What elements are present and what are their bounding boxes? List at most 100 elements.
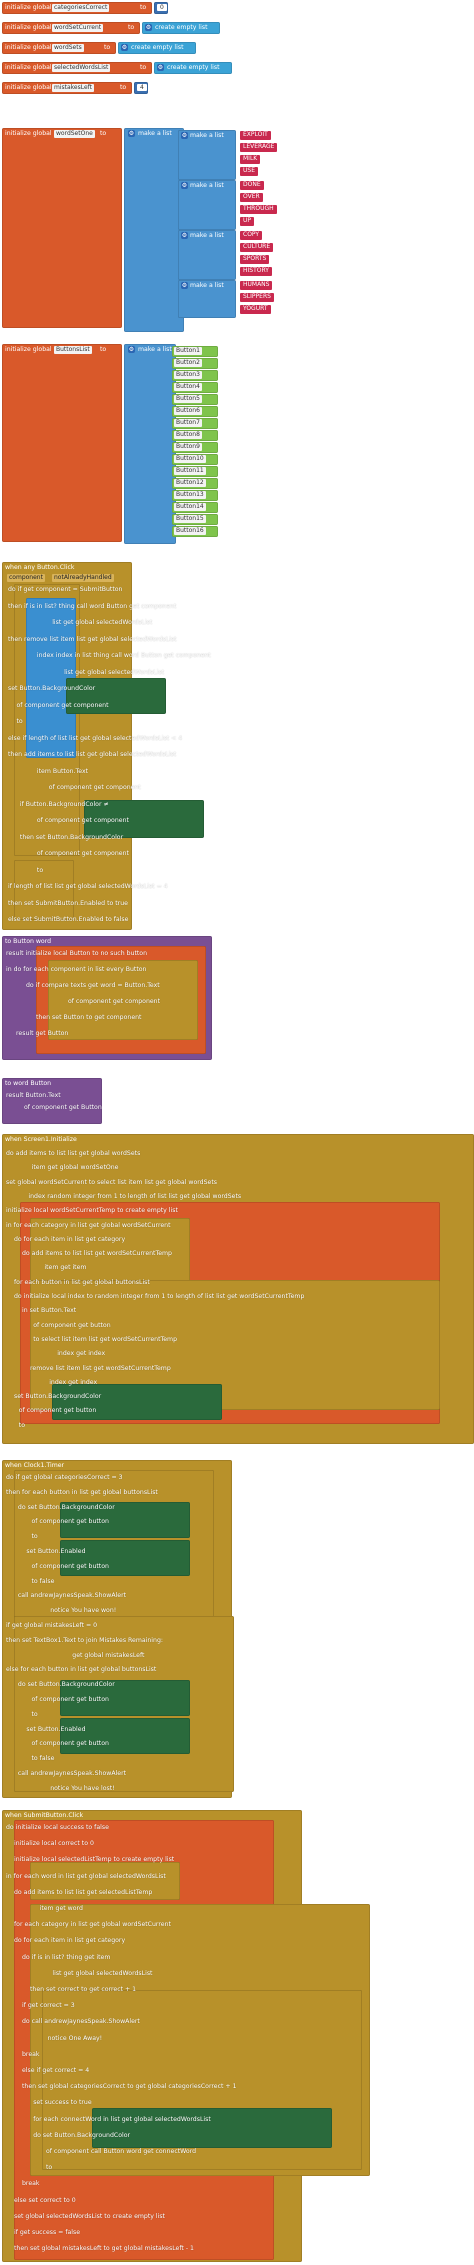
button-name[interactable]: Button3	[174, 371, 202, 379]
number-block[interactable]: 0	[154, 2, 168, 14]
variable-name[interactable]: mistakesLeft	[52, 84, 95, 92]
string-word[interactable]: UP	[240, 217, 255, 226]
button-component-block[interactable]: Button4	[172, 382, 218, 393]
init-global-wordsetone[interactable]: initialize global wordSetOne to	[2, 128, 122, 328]
string-word[interactable]: LEVERAGE	[240, 143, 278, 152]
inner-make-list[interactable]: ⚙ make a list	[178, 280, 236, 318]
button-component-block[interactable]: Button7	[172, 418, 218, 429]
init-global-block[interactable]: initialize global wordSets to	[2, 42, 116, 54]
create-empty-list-block[interactable]: ⚙ create empty list	[154, 62, 232, 74]
clock-set-enabled-won[interactable]	[60, 1540, 190, 1576]
set-bgcolor-block[interactable]	[66, 678, 166, 714]
string-word[interactable]: HISTORY	[240, 267, 272, 276]
if-length-block[interactable]	[14, 860, 74, 920]
clock-set-enabled-lost[interactable]	[60, 1718, 190, 1754]
gear-icon[interactable]: ⚙	[128, 346, 135, 353]
button-component-block[interactable]: Button15	[172, 514, 218, 525]
init-global-block[interactable]: initialize global mistakesLeft to	[2, 82, 132, 94]
number-value[interactable]: 0	[157, 4, 167, 11]
number-block[interactable]: 4	[134, 82, 148, 94]
button-component-block[interactable]: Button16	[172, 526, 218, 537]
param-not-already-handled[interactable]: notAlreadyHandled	[52, 574, 114, 582]
string-word[interactable]: OVER	[240, 193, 263, 202]
button-component-block[interactable]: Button5	[172, 394, 218, 405]
button-component-block[interactable]: Button3	[172, 370, 218, 381]
string-word[interactable]: USE	[240, 167, 258, 176]
for-each-component[interactable]	[48, 960, 198, 1040]
gear-icon[interactable]: ⚙	[145, 24, 152, 31]
string-word[interactable]: DONE	[240, 181, 264, 190]
init-global-block[interactable]: initialize global categoriesCorrect to	[2, 2, 152, 14]
variable-name[interactable]: categoriesCorrect	[52, 4, 110, 12]
gear-icon[interactable]: ⚙	[181, 132, 188, 139]
button-name[interactable]: Button11	[174, 467, 206, 475]
init-global-block[interactable]: initialize global selectedWordsList to	[2, 62, 152, 74]
string-word[interactable]: THROUGH	[240, 205, 277, 214]
string-word[interactable]: MILK	[240, 155, 261, 164]
gear-icon[interactable]: ⚙	[121, 44, 128, 51]
for-each-category[interactable]	[30, 1218, 190, 1284]
submit-set-bgcolor[interactable]	[92, 2108, 332, 2148]
button-name[interactable]: Button10	[174, 455, 206, 463]
variable-name[interactable]: wordSetCurrent	[52, 24, 104, 32]
inner-make-list[interactable]: ⚙ make a list	[178, 130, 236, 180]
string-word[interactable]: YOGURT	[240, 305, 271, 314]
button-name[interactable]: Button14	[174, 503, 206, 511]
button-name[interactable]: Button7	[174, 419, 202, 427]
make-a-list-buttons[interactable]: ⚙ make a list	[124, 344, 176, 544]
init-global-buttonslist[interactable]: initialize global ButtonsList to	[2, 344, 122, 542]
string-word[interactable]: SLIPPERS	[240, 293, 274, 302]
number-value[interactable]: 4	[137, 84, 147, 91]
param-component[interactable]: component	[7, 574, 45, 582]
button-name[interactable]: Button6	[174, 407, 202, 415]
string-word[interactable]: HUMANS	[240, 281, 273, 290]
set-bgcolor-block-2[interactable]	[84, 800, 204, 838]
button-name[interactable]: Button5	[174, 395, 202, 403]
button-name[interactable]: Button2	[174, 359, 202, 367]
button-name[interactable]: Button4	[174, 383, 202, 391]
submit-for-each-word[interactable]	[30, 1862, 180, 1900]
procedure-to-word[interactable]: to word Button	[2, 1078, 102, 1124]
inner-make-list[interactable]: ⚙ make a list	[178, 230, 236, 280]
gear-icon[interactable]: ⚙	[157, 64, 164, 71]
create-empty-list-block[interactable]: ⚙ create empty list	[118, 42, 196, 54]
button-name[interactable]: Button9	[174, 443, 202, 451]
button-name[interactable]: Button15	[174, 515, 206, 523]
create-empty-list-block[interactable]: ⚙ create empty list	[142, 22, 220, 34]
init-global-block[interactable]: initialize global wordSetCurrent to	[2, 22, 140, 34]
button-component-block[interactable]: Button13	[172, 490, 218, 501]
gear-icon[interactable]: ⚙	[181, 182, 188, 189]
button-component-block[interactable]: Button1	[172, 346, 218, 357]
variable-name[interactable]: selectedWordsList	[52, 64, 111, 72]
make-a-list-outer[interactable]: ⚙ make a list	[124, 128, 184, 332]
button-component-block[interactable]: Button8	[172, 430, 218, 441]
button-name[interactable]: Button8	[174, 431, 202, 439]
gear-icon[interactable]: ⚙	[128, 130, 135, 137]
button-name[interactable]: Button12	[174, 479, 206, 487]
string-word[interactable]: EXPLOIT	[240, 131, 271, 140]
variable-name[interactable]: wordSets	[52, 44, 84, 52]
variable-name[interactable]: wordSetOne	[54, 130, 95, 138]
clock-set-color-lost[interactable]	[60, 1680, 190, 1716]
inner-make-list[interactable]: ⚙ make a list	[178, 180, 236, 230]
button-component-block[interactable]: Button9	[172, 442, 218, 453]
string-word[interactable]: COPY	[240, 231, 263, 240]
button-name[interactable]: Button16	[174, 527, 206, 535]
button-component-block[interactable]: Button14	[172, 502, 218, 513]
variable-name[interactable]: ButtonsList	[54, 346, 92, 354]
clock-set-color-won[interactable]	[60, 1502, 190, 1538]
gear-icon[interactable]: ⚙	[181, 232, 188, 239]
button-name[interactable]: Button1	[174, 347, 202, 355]
gear-icon[interactable]: ⚙	[181, 282, 188, 289]
string-word[interactable]: SPORTS	[240, 255, 270, 264]
code-line: do add items to list list get global wor…	[6, 1150, 141, 1157]
button-component-block[interactable]: Button12	[172, 478, 218, 489]
button-component-block[interactable]: Button6	[172, 406, 218, 417]
button-component-block[interactable]: Button10	[172, 454, 218, 465]
set-bgcolor-init[interactable]	[52, 1384, 222, 1420]
button-name[interactable]: Button13	[174, 491, 206, 499]
button-component-block[interactable]: Button2	[172, 358, 218, 369]
string-word[interactable]: CULTURE	[240, 243, 274, 252]
button-component-block[interactable]: Button11	[172, 466, 218, 477]
code-line: in for each category in list get global …	[6, 1221, 171, 1229]
